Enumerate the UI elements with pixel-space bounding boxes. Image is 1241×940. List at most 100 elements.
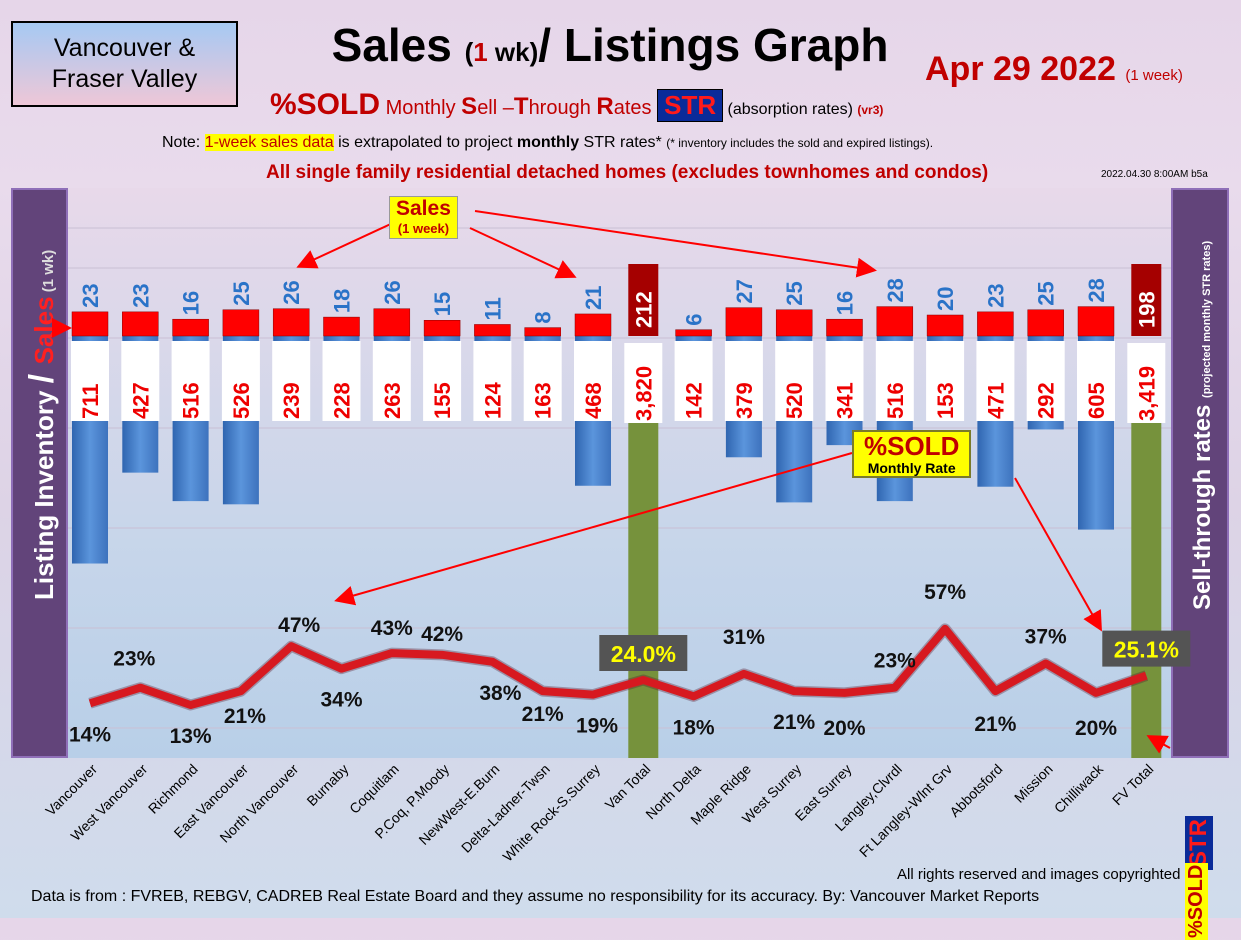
sales-bar-19 — [1027, 309, 1064, 337]
inventory-label-14: 520 — [782, 382, 807, 419]
sales-label-10: 21 — [581, 285, 606, 309]
inventory-label-2: 516 — [179, 382, 204, 419]
inventory-label-15: 341 — [833, 382, 858, 419]
sold-callout-sub: Monthly Rate — [867, 460, 956, 476]
inventory-label-bg-17 — [926, 341, 965, 421]
inventory-label-6: 263 — [380, 382, 405, 419]
sales-label-1: 23 — [128, 283, 153, 307]
sales-bar-8 — [474, 324, 511, 337]
inventory-label-18: 471 — [983, 382, 1008, 419]
sold-callout: %SOLD Monthly Rate — [852, 430, 972, 478]
sold-label-10: 19% — [576, 715, 618, 738]
chart-canvas: 711 23 427 23 516 16 526 25 239 26 228 18 263 26 155 15… — [42, 188, 1191, 865]
sales-bar-16 — [876, 306, 914, 337]
str-badge: STR — [657, 89, 724, 122]
subtitle-abs: (absorption rates) — [723, 101, 858, 118]
sales-callout-title: Sales — [396, 197, 451, 220]
sales-label-11: 212 — [631, 291, 656, 328]
inventory-label-bg-15 — [825, 341, 864, 421]
sold-line — [88, 624, 1148, 709]
source-note: Data is from : FVREB, REBGV, CADREB Real… — [31, 888, 1040, 905]
sales-bar-3 — [222, 309, 260, 337]
inventory-label-21: 3,419 — [1134, 366, 1159, 421]
sales-label-7: 15 — [430, 292, 455, 316]
total-inventory-bar-11 — [628, 420, 659, 758]
note-post: STR rates* — [579, 134, 667, 151]
sold-label-7: 42% — [421, 623, 463, 646]
total-sold-box-11 — [599, 635, 688, 671]
sold-label-0: 14% — [69, 723, 111, 746]
inventory-label-17: 153 — [933, 382, 958, 419]
subtitle-R: R — [596, 93, 614, 120]
inventory-label-8: 124 — [480, 382, 505, 419]
inventory-label-10: 468 — [581, 382, 606, 419]
sales-label-20: 28 — [1084, 278, 1109, 302]
sales-bar-14 — [775, 309, 813, 337]
sales-bar-4 — [272, 308, 310, 337]
sold-label-3: 21% — [224, 705, 266, 728]
inventory-label-1: 427 — [128, 382, 153, 419]
sales-bar-2 — [172, 318, 209, 337]
sales-label-5: 18 — [330, 289, 355, 313]
subtitle-m1: Monthly — [380, 97, 462, 119]
sales-label-21: 198 — [1134, 291, 1159, 328]
note-highlight: 1-week sales data — [204, 134, 334, 151]
note-mid: is extrapolated to project — [333, 134, 517, 151]
subtitle-S: S — [461, 93, 478, 120]
inventory-label-bg-18 — [976, 341, 1015, 421]
sales-label-8: 11 — [480, 297, 505, 320]
x-tick-label-10: White Rock-S.Surrey — [499, 761, 603, 865]
inventory-label-bg-7 — [423, 341, 462, 421]
sales-callout: Sales (1 week) — [389, 196, 458, 239]
sales-label-18: 23 — [983, 283, 1008, 307]
title-part-b: / Listings Graph — [538, 19, 889, 71]
inventory-label-bg-11 — [624, 343, 663, 423]
inventory-label-9: 163 — [531, 382, 556, 419]
x-tick-label-11: Van Total — [602, 761, 654, 813]
inventory-label-0: 711 — [78, 384, 103, 420]
inventory-label-bg-9 — [523, 341, 562, 421]
rights-note: All rights reserved and images copyright… — [897, 866, 1181, 883]
sales-label-0: 23 — [78, 283, 103, 307]
inventory-label-bg-6 — [372, 341, 411, 421]
x-tick-label-19: Mission — [1011, 761, 1056, 806]
sales-bar-1 — [122, 311, 159, 337]
sales-arrow-2 — [469, 227, 577, 279]
sales-bar-7 — [423, 320, 461, 337]
note-pre: Note: — [162, 134, 205, 151]
sold-label-19: 37% — [1025, 625, 1067, 648]
sold-label-16: 23% — [874, 650, 916, 673]
page-title: Sales (1 wk)/ Listings Graph — [250, 18, 970, 72]
total-sold-label-21: 25.1% — [1114, 637, 1179, 663]
region-box: Vancouver & Fraser Valley — [11, 21, 238, 107]
inventory-label-4: 239 — [279, 382, 304, 419]
sales-arrow-1 — [296, 221, 396, 269]
inventory-label-5: 228 — [330, 382, 355, 419]
inventory-label-20: 605 — [1084, 382, 1109, 419]
sold-label-15: 20% — [823, 717, 865, 740]
sales-label-2: 16 — [179, 291, 204, 315]
sales-callout-sub: (1 week) — [397, 221, 450, 236]
sold-label-13: 31% — [723, 626, 765, 649]
sold-label-17: 57% — [924, 581, 966, 604]
inventory-label-7: 155 — [430, 382, 455, 419]
x-tick-label-5: Burnaby — [303, 761, 351, 809]
sales-bar-12 — [675, 329, 712, 337]
sales-bar-10 — [574, 313, 612, 337]
title-paren-open: ( — [464, 37, 474, 67]
inventory-label-bg-5 — [322, 341, 361, 421]
x-tick-label-9: Delta-Ladner-Twsn — [458, 761, 553, 856]
inventory-label-bg-2 — [171, 341, 210, 421]
sales-label-3: 25 — [229, 281, 254, 305]
inventory-label-12: 142 — [682, 382, 707, 419]
report-date: Apr 29 2022 (1 week) — [925, 50, 1183, 89]
sales-bar-6 — [373, 308, 411, 337]
inventory-label-3: 526 — [229, 382, 254, 419]
date-text: Apr 29 2022 — [925, 50, 1116, 88]
x-tick-label-17: Ft Langley-Wlnt Grv — [856, 761, 955, 860]
sold-arrow-3 — [1146, 735, 1171, 754]
total-sold-box-21 — [1102, 630, 1191, 667]
inventory-label-bg-20 — [1077, 341, 1115, 421]
subtitle-hrough: hrough — [528, 97, 597, 119]
sold-label-9: 21% — [522, 703, 564, 726]
